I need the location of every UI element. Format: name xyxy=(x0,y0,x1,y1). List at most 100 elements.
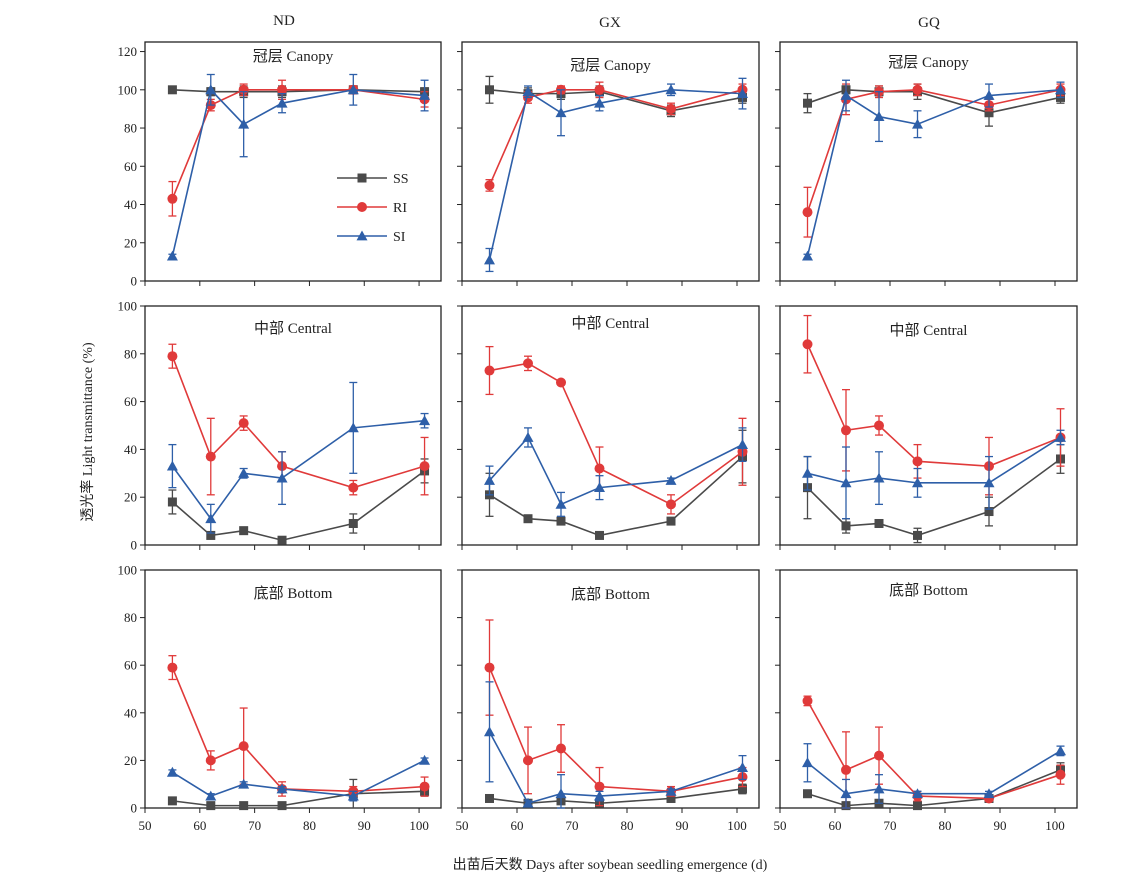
y-tick-label-nd-r2-4: 80 xyxy=(124,610,137,625)
panel-gq-r0: 冠层 Canopy xyxy=(775,41,1078,286)
data-point-gx-r1-si-0 xyxy=(484,474,495,485)
data-point-gq-r1-ri-0 xyxy=(802,339,813,350)
data-point-gq-r2-ss-0 xyxy=(803,789,812,799)
y-tick-label-nd-r1-3: 60 xyxy=(124,394,137,409)
y-tick-label-nd-r0-1: 20 xyxy=(124,235,137,250)
series-nd-r0-si xyxy=(166,73,431,261)
data-point-gq-r0-si-0 xyxy=(802,250,813,261)
series-line-nd-r2-ss xyxy=(172,790,425,807)
data-point-gq-r1-ri-1 xyxy=(841,425,851,436)
y-tick-label-nd-r1-0: 0 xyxy=(131,538,138,553)
data-point-nd-r0-si-1 xyxy=(205,84,217,95)
data-point-gx-r1-si-1 xyxy=(522,431,534,442)
series-line-gq-r2-si xyxy=(806,750,1061,795)
data-point-gq-r2-si-3 xyxy=(912,788,923,799)
panel-frame-gq-r1 xyxy=(779,305,1078,546)
panel-title-gx-r0: 冠层 Canopy xyxy=(570,57,651,74)
data-point-gx-r2-si-2 xyxy=(555,788,567,799)
data-point-nd-r2-si-4 xyxy=(347,790,359,801)
data-point-gx-r2-si-3 xyxy=(594,790,605,801)
data-point-gx-r1-ri-0 xyxy=(484,365,495,376)
data-point-gx-r0-si-1 xyxy=(522,86,534,97)
data-point-gq-r1-ss-1 xyxy=(841,521,851,531)
column-title-gq: GQ xyxy=(918,15,940,31)
y-tick-label-nd-r2-5: 100 xyxy=(118,563,138,578)
legend-item-ss: SS xyxy=(337,172,409,187)
panels: 0 20 40 60 80 100 120 冠层 Canopy 冠层 Canopy 冠层 Cano… xyxy=(118,41,1078,833)
series-nd-r1-si xyxy=(166,381,431,534)
data-point-gq-r1-si-2 xyxy=(873,472,885,483)
series-line-gq-r0-ri xyxy=(806,88,1061,213)
panel-frame-nd-r2 xyxy=(144,569,442,809)
panel-gq-r1: 中部 Central xyxy=(775,305,1078,550)
data-point-nd-r1-ss-2 xyxy=(239,526,249,536)
data-point-gx-r2-ss-5 xyxy=(738,784,747,794)
data-point-gq-r0-si-2 xyxy=(873,111,885,121)
series-line-gx-r2-ss xyxy=(489,788,743,805)
data-point-gx-r1-ri-1 xyxy=(523,358,533,369)
series-line-gx-r0-si xyxy=(488,88,743,261)
data-point-gq-r0-ri-0 xyxy=(802,207,813,218)
x-axis-label: 出苗后天数 Days after soybean seedling emerge… xyxy=(453,857,768,873)
x-tick-label-gx-r2-5: 100 xyxy=(727,818,747,833)
data-point-gq-r2-ss-3 xyxy=(913,801,922,811)
data-point-nd-r2-ri-0 xyxy=(167,662,178,673)
data-point-nd-r2-si-1 xyxy=(205,790,217,801)
data-point-nd-r2-ri-5 xyxy=(419,781,430,792)
series-line-gq-r1-ss xyxy=(806,458,1061,537)
x-tick-label-gx-r2-3: 80 xyxy=(621,818,634,833)
data-point-gq-r1-ri-2 xyxy=(874,420,884,431)
data-point-nd-r2-si-0 xyxy=(166,766,178,777)
data-point-gx-r1-si-4 xyxy=(665,474,677,485)
panel-frame-gq-r2 xyxy=(779,569,1078,809)
series-line-gq-r1-ri xyxy=(806,343,1061,467)
data-point-nd-r2-ss-1 xyxy=(206,801,216,811)
y-tick-label-nd-r1-5: 100 xyxy=(118,299,138,314)
data-point-gx-r0-si-4 xyxy=(665,84,677,95)
data-point-gq-r0-si-5 xyxy=(1055,84,1066,95)
data-point-gq-r0-si-4 xyxy=(983,90,995,100)
data-point-gq-r0-ss-4 xyxy=(984,108,994,118)
x-tick-label-nd-r2-2: 70 xyxy=(248,818,261,833)
data-point-nd-r1-ri-0 xyxy=(167,351,178,362)
data-point-nd-r2-si-3 xyxy=(276,783,288,794)
data-point-gq-r0-si-1 xyxy=(840,90,852,100)
data-point-gq-r1-ss-2 xyxy=(874,518,884,528)
data-point-gq-r2-ri-1 xyxy=(841,764,851,775)
y-tick-label-nd-r0-6: 120 xyxy=(118,44,138,59)
panel-frame-gx-r0 xyxy=(461,41,760,282)
y-tick-label-nd-r0-4: 80 xyxy=(124,121,137,136)
x-tick-label-gx-r2-2: 70 xyxy=(566,818,579,833)
panel-gx-r1: 中部 Central xyxy=(457,305,760,550)
data-point-gx-r2-ri-2 xyxy=(556,743,566,754)
data-point-gq-r1-si-3 xyxy=(912,477,923,488)
legend-item-ri: RI xyxy=(337,201,407,216)
panel-nd-r1: 0 20 40 60 80 100 中部 Central xyxy=(118,299,442,553)
legend-label-si: SI xyxy=(393,230,406,245)
data-point-nd-r1-ri-5 xyxy=(419,461,430,472)
data-point-nd-r0-si-3 xyxy=(276,97,288,108)
y-tick-label-nd-r1-4: 80 xyxy=(124,346,137,361)
panel-title-gq-r0: 冠层 Canopy xyxy=(888,54,969,71)
data-point-gx-r1-si-5 xyxy=(737,439,748,450)
data-point-gx-r1-ri-2 xyxy=(556,377,566,388)
legend-label-ss: SS xyxy=(393,172,409,187)
x-tick-label-gq-r2-3: 80 xyxy=(939,818,952,833)
series-gq-r1-si xyxy=(802,429,1066,520)
x-tick-label-gx-r2-0: 50 xyxy=(456,818,469,833)
y-tick-label-nd-r1-2: 40 xyxy=(124,442,137,457)
data-point-nd-r2-ri-2 xyxy=(238,741,249,752)
data-point-gq-r2-ri-5 xyxy=(1055,769,1066,780)
panel-title-nd-r1: 中部 Central xyxy=(254,320,332,337)
series-line-gq-r1-si xyxy=(807,436,1061,484)
data-point-gq-r1-ri-3 xyxy=(912,456,923,467)
series-line-nd-r0-si xyxy=(171,88,425,257)
series-line-gx-r1-ss xyxy=(489,455,744,537)
x-tick-label-gx-r2-4: 90 xyxy=(676,818,689,833)
data-point-gx-r2-ss-4 xyxy=(666,793,676,803)
y-tick-label-nd-r2-1: 20 xyxy=(124,753,137,768)
y-axis-label: 透光率 Light transmittance (%) xyxy=(79,342,96,522)
series-line-nd-r2-si xyxy=(171,759,425,797)
data-point-nd-r0-ss-0 xyxy=(167,85,177,95)
